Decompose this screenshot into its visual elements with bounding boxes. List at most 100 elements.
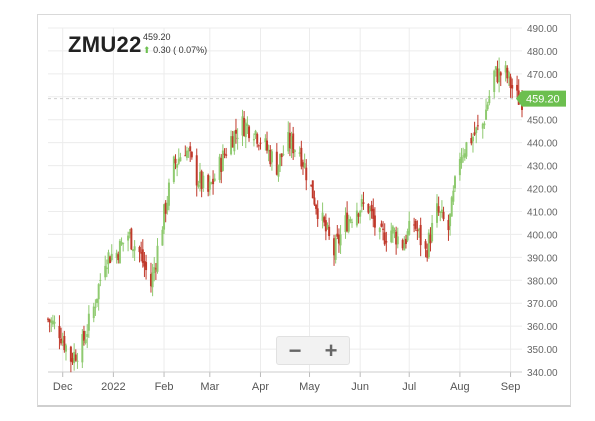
x-tick-label: May <box>299 381 320 393</box>
candle-body <box>153 267 156 274</box>
candle-body <box>133 246 136 251</box>
last-price: 459.20 <box>143 32 171 42</box>
candle-body <box>248 126 251 139</box>
candle-body <box>481 123 484 129</box>
y-tick-label: 350.00 <box>527 345 558 356</box>
candle-body <box>143 261 146 267</box>
candle-body <box>84 339 87 344</box>
y-tick-label: 470.00 <box>527 70 558 81</box>
last-price-badge: 459.20 <box>516 90 566 107</box>
candle-body <box>118 240 121 264</box>
candle-body <box>140 252 143 254</box>
candle-body <box>458 158 461 176</box>
candle-body <box>507 72 510 78</box>
y-tick-label: 390.00 <box>527 253 558 264</box>
candle-body <box>426 250 429 258</box>
candle-body <box>334 238 337 260</box>
candle-body <box>230 136 233 155</box>
candle-body <box>408 220 411 235</box>
zoom-out-button[interactable]: − <box>288 337 302 363</box>
zoom-controls: − + <box>276 336 350 365</box>
y-tick-label: 480.00 <box>527 47 558 58</box>
candle-body <box>406 231 409 241</box>
y-tick-label: 360.00 <box>527 322 558 333</box>
candle-body <box>351 221 354 223</box>
candle-body <box>321 212 324 221</box>
candle-body <box>323 217 326 223</box>
candle-body <box>223 153 226 155</box>
candle-body <box>243 118 246 137</box>
candle-body <box>257 145 260 147</box>
candle-body <box>109 256 112 263</box>
candle-body <box>61 340 64 343</box>
candle-body <box>234 129 237 134</box>
candle-body <box>282 154 285 156</box>
candle-body <box>259 142 262 144</box>
candle-body <box>244 122 247 138</box>
candle-body <box>424 241 427 249</box>
candle-body <box>347 219 350 232</box>
y-tick-label: 370.00 <box>527 299 558 310</box>
candle-body <box>372 208 375 219</box>
candle-body <box>403 242 406 251</box>
candle-body <box>290 136 293 149</box>
candle-body <box>359 210 362 217</box>
candle-body <box>96 298 99 303</box>
candle-body <box>414 220 417 229</box>
candle-body <box>373 215 376 228</box>
candle-body <box>336 233 339 237</box>
candle-body <box>53 321 56 324</box>
candle-body <box>310 184 313 186</box>
y-axis: 340.00 350.00 360.00 370.00 380.00 390.00 400.… <box>527 24 558 379</box>
candle-body <box>97 284 100 300</box>
y-tick-label: 450.00 <box>527 116 558 127</box>
candle-body <box>127 235 130 241</box>
candle-body <box>453 176 456 189</box>
candle-body <box>199 172 202 184</box>
candle-body <box>316 208 319 219</box>
candle-body <box>210 182 213 184</box>
candle-body <box>221 150 224 171</box>
candle-body <box>370 204 373 212</box>
candle-body <box>382 228 385 230</box>
up-arrow-icon: ⬆ <box>143 45 151 55</box>
candle-body <box>516 84 519 91</box>
candle-body <box>128 232 131 235</box>
candle-body <box>476 125 479 127</box>
candle-body <box>440 209 443 213</box>
candle-body <box>115 252 118 258</box>
candle-body <box>151 272 154 288</box>
candle-body <box>130 228 133 250</box>
y-tick-label: 410.00 <box>527 207 558 218</box>
candle-body <box>511 85 514 89</box>
candle-body <box>301 162 304 167</box>
candle-body <box>504 65 507 73</box>
candle-body <box>117 254 120 261</box>
candle-body <box>427 232 430 258</box>
candle-body <box>383 232 386 245</box>
candle-body <box>184 155 187 157</box>
candle-body <box>452 190 455 202</box>
candle-body <box>190 151 193 158</box>
candle-body <box>256 134 259 144</box>
price-change-text: 0.30 ( 0.07%) <box>153 45 208 55</box>
candle-body <box>105 267 108 270</box>
candle-body <box>288 133 291 149</box>
x-tick-label: Mar <box>200 381 219 393</box>
candle-body <box>71 358 74 363</box>
candle-body <box>254 130 257 136</box>
candle-body <box>185 150 188 158</box>
candle-body <box>313 197 316 205</box>
candle-body <box>156 245 159 272</box>
candle-body <box>174 158 177 164</box>
candle-body <box>367 203 370 213</box>
candle-body <box>166 202 169 211</box>
zoom-in-button[interactable]: + <box>324 337 338 363</box>
candle-body <box>355 210 358 226</box>
candle-body <box>82 330 85 341</box>
candle-body <box>172 156 175 182</box>
candle-body <box>195 155 198 186</box>
x-tick-label: Aug <box>450 381 470 393</box>
candle-body <box>110 253 113 260</box>
